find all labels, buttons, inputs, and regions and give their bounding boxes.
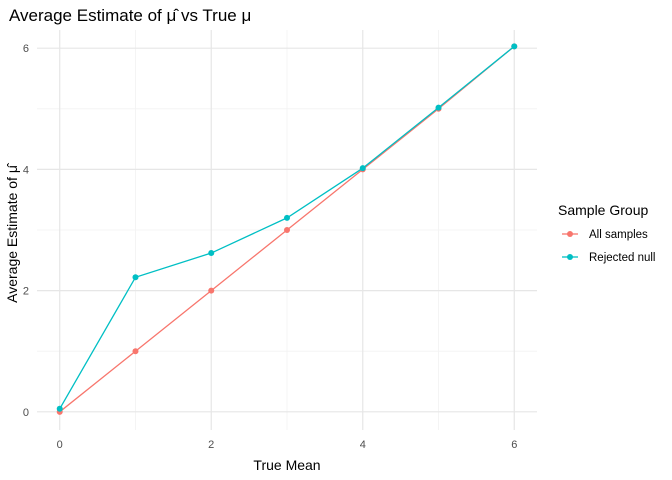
data-point-rejected-null bbox=[359, 165, 366, 172]
data-point-all-samples bbox=[132, 348, 139, 355]
chart-title: Average Estimate of μ̂ vs True μ bbox=[9, 6, 251, 25]
legend: Sample Group All samples Rejected null bbox=[558, 202, 655, 264]
data-point-rejected-null bbox=[132, 274, 139, 281]
x-axis-title: True Mean bbox=[253, 457, 320, 473]
series-layer bbox=[56, 43, 518, 415]
y-tick-label: 6 bbox=[23, 43, 29, 55]
data-point-rejected-null bbox=[208, 250, 215, 257]
legend-label: All samples bbox=[589, 229, 648, 241]
y-tick-label: 4 bbox=[23, 164, 29, 176]
legend-title: Sample Group bbox=[558, 202, 648, 218]
legend-item-all-samples: All samples bbox=[562, 229, 648, 241]
x-axis: 0 2 4 6 bbox=[57, 439, 518, 451]
data-point-rejected-null bbox=[435, 104, 442, 111]
x-tick-label: 0 bbox=[57, 439, 63, 451]
data-point-all-samples bbox=[284, 227, 290, 233]
data-point-rejected-null bbox=[284, 214, 290, 221]
y-tick-label: 2 bbox=[23, 286, 29, 298]
legend-key-point bbox=[567, 254, 573, 260]
x-tick-label: 6 bbox=[511, 439, 517, 451]
y-axis-title: Average Estimate of μ̂ bbox=[4, 162, 20, 303]
legend-label: Rejected null bbox=[589, 252, 655, 264]
y-axis: 0 2 4 6 bbox=[23, 43, 29, 419]
x-tick-label: 2 bbox=[208, 439, 214, 451]
legend-item-rejected-null: Rejected null bbox=[562, 252, 655, 264]
data-point-rejected-null bbox=[511, 43, 518, 50]
data-point-rejected-null bbox=[56, 405, 63, 412]
x-tick-label: 4 bbox=[360, 439, 366, 451]
legend-key-point bbox=[567, 231, 573, 237]
y-tick-label: 0 bbox=[23, 407, 29, 419]
series-rejected-null bbox=[56, 43, 518, 412]
data-point-all-samples bbox=[208, 287, 215, 294]
